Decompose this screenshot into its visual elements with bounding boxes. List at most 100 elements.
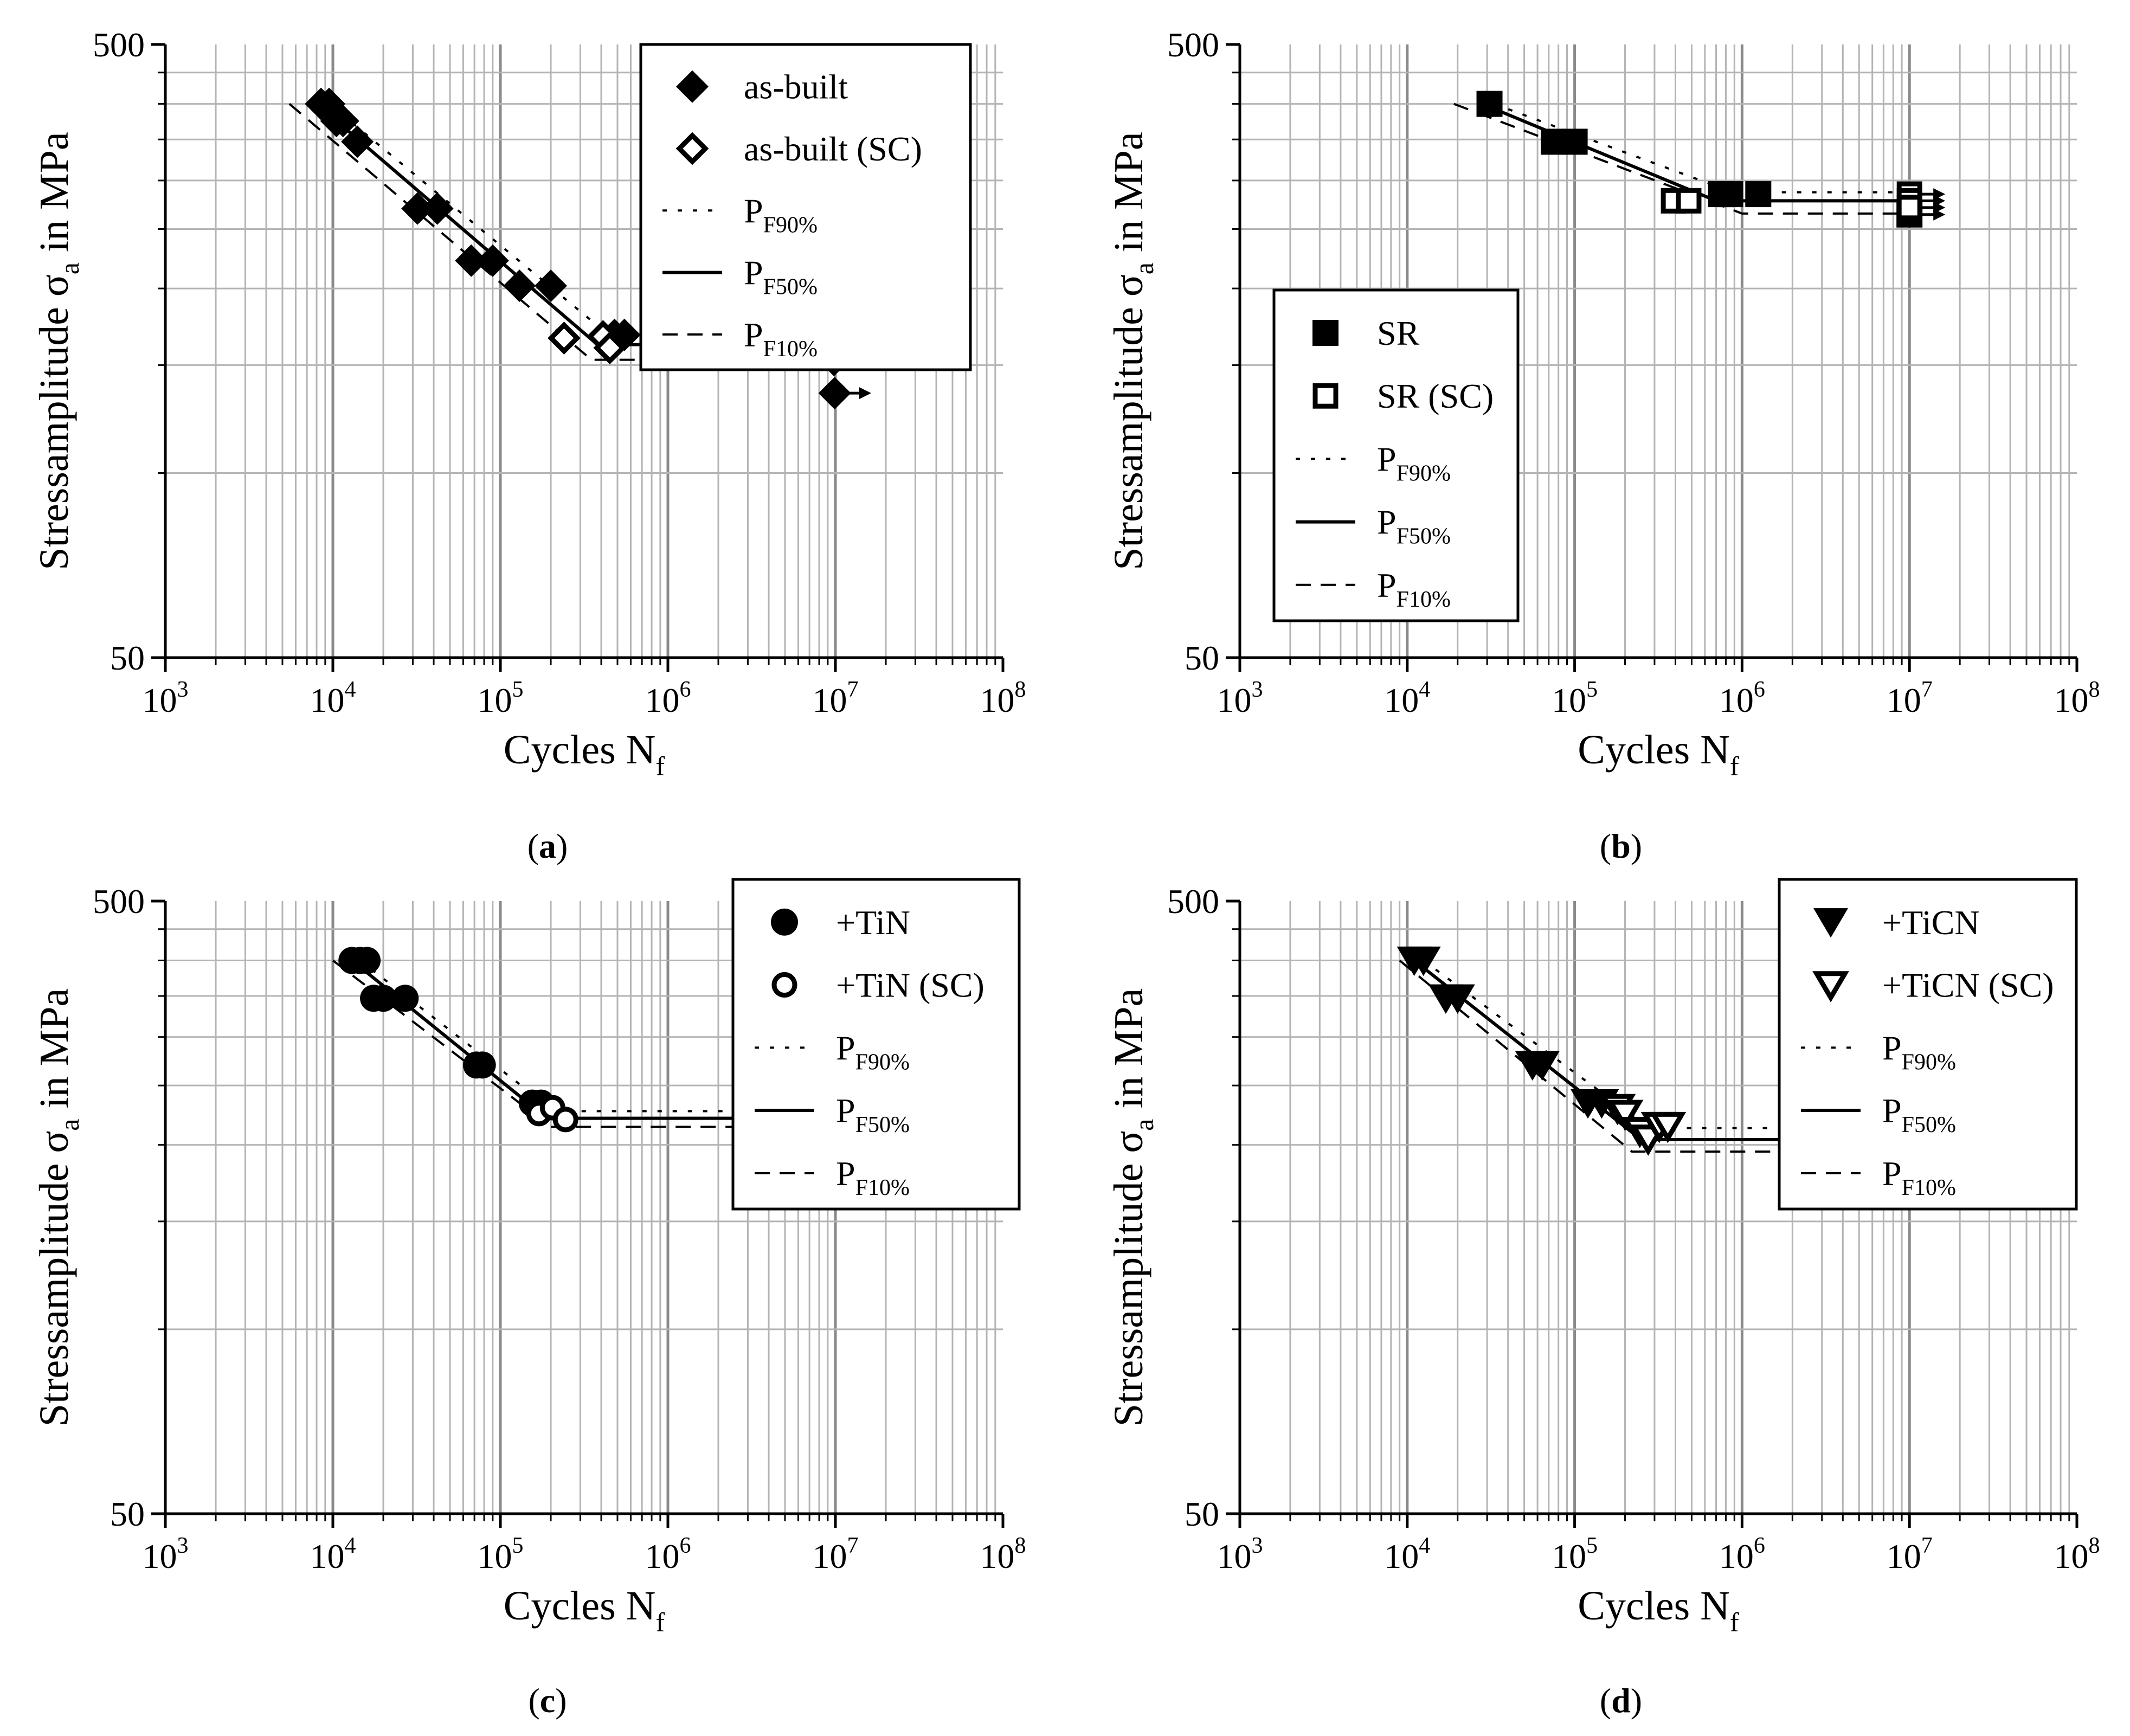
legend-box bbox=[1778, 878, 2078, 1211]
legend-pf50-label: PF50% bbox=[1882, 1091, 1956, 1137]
data-point-filled bbox=[353, 947, 381, 974]
x-tick-label: 103 bbox=[143, 677, 189, 719]
legend-pf90-label: PF90% bbox=[1882, 1028, 1956, 1075]
legend-marker bbox=[771, 908, 798, 936]
chart-panel-a: 103 104 105 106 107 108 500 50 Cycles Nf Stressam… bbox=[31, 25, 1026, 781]
x-tick-label: 108 bbox=[980, 677, 1026, 719]
legend-pf10-label: PF10% bbox=[744, 316, 818, 362]
data-point-open bbox=[1649, 1111, 1687, 1143]
chart-panel-b: 103 104 105 106 107 108 500 50 Cycles Nf Stressam… bbox=[1106, 25, 2100, 781]
legend-label: +TiCN (SC) bbox=[1882, 966, 2054, 1005]
legend-pf10-label: PF10% bbox=[1377, 566, 1451, 612]
data-point-filled bbox=[468, 1051, 496, 1079]
legend-label: +TiN bbox=[836, 903, 910, 942]
x-tick-label: 104 bbox=[310, 677, 356, 719]
data-point-filled bbox=[818, 377, 851, 410]
data-point-filled bbox=[1561, 128, 1588, 155]
data-point-filled bbox=[421, 192, 454, 225]
data-point-filled bbox=[1745, 181, 1772, 208]
x-tick-label: 103 bbox=[143, 1533, 189, 1576]
legend-marker bbox=[675, 132, 709, 165]
x-tick-label: 104 bbox=[1384, 677, 1430, 719]
legend-marker bbox=[1812, 971, 1849, 1002]
y-axis-label: Stressamplitude σa in MPa bbox=[31, 988, 85, 1426]
legend-marker bbox=[1312, 383, 1339, 409]
data-point-filled bbox=[455, 244, 488, 277]
data-point-open bbox=[1896, 195, 1922, 221]
data-point-filled bbox=[476, 244, 509, 277]
x-tick-label: 104 bbox=[1384, 1533, 1430, 1576]
data-point-filled bbox=[535, 269, 568, 303]
x-tick-label: 107 bbox=[1887, 1533, 1933, 1576]
y-tick-label: 500 bbox=[1167, 25, 1219, 64]
legend-marker bbox=[771, 972, 797, 998]
legend-label: +TiN (SC) bbox=[836, 966, 984, 1005]
y-axis-label: Stressamplitude σa in MPa bbox=[1106, 132, 1159, 570]
runout-arrow-head bbox=[1933, 208, 1946, 221]
y-axis-label: Stressamplitude σa in MPa bbox=[31, 132, 85, 570]
x-tick-label: 106 bbox=[1719, 1533, 1765, 1576]
legend-pf10-label: PF10% bbox=[836, 1154, 910, 1200]
x-axis-label: Cycles Nf bbox=[504, 1583, 665, 1637]
legend: SR SR (SC) PF90% PF50% PF10% bbox=[1272, 288, 1520, 622]
y-tick-label: 500 bbox=[93, 882, 145, 921]
legend-label: SR bbox=[1377, 314, 1420, 352]
x-axis-label: Cycles Nf bbox=[1578, 1583, 1739, 1637]
y-tick-label: 500 bbox=[93, 25, 145, 64]
y-tick-label: 500 bbox=[1167, 882, 1219, 921]
legend: +TiN +TiN (SC) PF90% PF50% PF10% bbox=[731, 878, 1021, 1211]
data-point-filled bbox=[370, 985, 397, 1012]
x-tick-label: 106 bbox=[645, 677, 691, 719]
data-point-filled bbox=[391, 985, 419, 1012]
x-tick-label: 107 bbox=[1887, 677, 1933, 719]
y-tick-label: 50 bbox=[1185, 1495, 1219, 1533]
x-tick-label: 103 bbox=[1217, 677, 1263, 719]
data-point-filled bbox=[401, 192, 434, 225]
y-tick-label: 50 bbox=[1185, 639, 1219, 677]
x-axis-label: Cycles Nf bbox=[1578, 727, 1739, 781]
data-point-open bbox=[1606, 1100, 1644, 1131]
legend-pf10-label: PF10% bbox=[1882, 1154, 1956, 1200]
legend-pf50-label: PF50% bbox=[1377, 503, 1451, 549]
legend-pf90-label: PF90% bbox=[836, 1028, 910, 1075]
x-tick-label: 108 bbox=[2054, 1533, 2100, 1576]
x-tick-label: 107 bbox=[813, 1533, 859, 1576]
x-tick-label: 106 bbox=[645, 1533, 691, 1576]
legend-marker bbox=[676, 70, 709, 103]
y-tick-label: 50 bbox=[110, 1495, 145, 1533]
legend-label: as-built bbox=[744, 68, 848, 106]
legend-label: +TiCN bbox=[1882, 903, 1980, 942]
x-tick-label: 105 bbox=[1552, 677, 1598, 719]
data-point-open bbox=[552, 1107, 578, 1133]
data-point-open bbox=[548, 322, 581, 355]
legend: as-built as-built (SC) PF90% PF50% PF10% bbox=[639, 43, 972, 371]
caption-a: (a) bbox=[527, 827, 568, 865]
data-point-filled bbox=[1476, 91, 1503, 117]
chart-panel-c: 103 104 105 106 107 108 500 50 Cycles Nf Stressam… bbox=[31, 878, 1026, 1637]
x-axis-label: Cycles Nf bbox=[504, 727, 665, 781]
x-tick-label: 108 bbox=[2054, 677, 2100, 719]
x-tick-label: 108 bbox=[980, 1533, 1026, 1576]
x-tick-label: 105 bbox=[478, 677, 524, 719]
data-point-filled bbox=[341, 125, 374, 158]
x-tick-label: 106 bbox=[1719, 677, 1765, 719]
data-point-filled bbox=[1440, 984, 1475, 1014]
data-point-open bbox=[593, 331, 627, 365]
pf90-line bbox=[1423, 959, 1910, 1129]
data-point-filled bbox=[1406, 946, 1441, 976]
legend-pf90-label: PF90% bbox=[744, 191, 818, 237]
caption-b: (b) bbox=[1600, 827, 1642, 865]
data-point-open bbox=[1676, 188, 1702, 214]
data-point-filled bbox=[326, 105, 359, 138]
chart-panel-d: 103 104 105 106 107 108 500 50 Cycles Nf Stressam… bbox=[1106, 878, 2100, 1637]
legend-pf90-label: PF90% bbox=[1377, 440, 1451, 486]
legend-label: as-built (SC) bbox=[744, 130, 922, 168]
legend-marker bbox=[1312, 320, 1339, 346]
legend: +TiCN +TiCN (SC) PF90% PF50% PF10% bbox=[1778, 878, 2078, 1211]
x-tick-label: 103 bbox=[1217, 1533, 1263, 1576]
x-tick-label: 105 bbox=[1552, 1533, 1598, 1576]
legend-pf50-label: PF50% bbox=[744, 254, 818, 300]
y-axis-label: Stressamplitude σa in MPa bbox=[1106, 988, 1159, 1426]
runout-arrow-head bbox=[859, 387, 871, 400]
